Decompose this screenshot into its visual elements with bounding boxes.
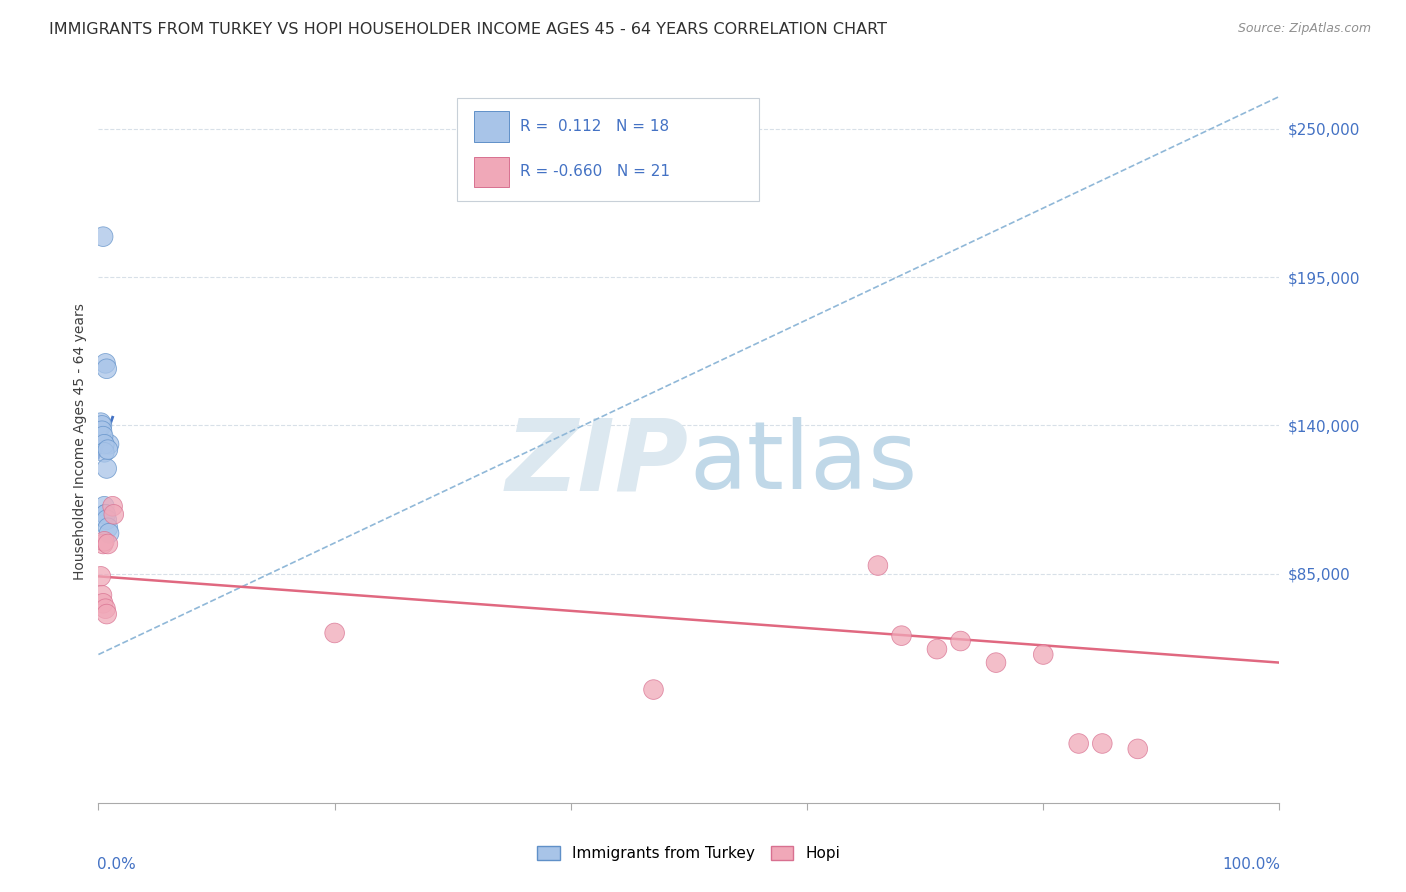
Point bbox=[91, 588, 114, 602]
Point bbox=[890, 629, 912, 643]
Point bbox=[94, 356, 117, 370]
Point bbox=[925, 642, 948, 657]
Point bbox=[1032, 648, 1054, 662]
Point bbox=[866, 558, 889, 573]
Point bbox=[94, 601, 117, 615]
Point bbox=[91, 596, 114, 610]
Point bbox=[93, 534, 115, 549]
Text: Source: ZipAtlas.com: Source: ZipAtlas.com bbox=[1237, 22, 1371, 36]
Text: R =  0.112   N = 18: R = 0.112 N = 18 bbox=[520, 120, 669, 135]
Text: atlas: atlas bbox=[689, 417, 917, 509]
Point bbox=[90, 416, 112, 430]
Point bbox=[643, 682, 665, 697]
Point bbox=[96, 361, 118, 376]
Point bbox=[101, 500, 124, 514]
Point bbox=[1126, 742, 1149, 756]
Point bbox=[949, 634, 972, 648]
Point bbox=[103, 508, 125, 522]
Point bbox=[96, 513, 118, 527]
Point bbox=[91, 429, 114, 443]
Point bbox=[98, 526, 121, 541]
Text: R = -0.660   N = 21: R = -0.660 N = 21 bbox=[520, 164, 671, 179]
Point bbox=[93, 437, 115, 451]
Y-axis label: Householder Income Ages 45 - 64 years: Householder Income Ages 45 - 64 years bbox=[73, 303, 87, 580]
Point bbox=[90, 569, 112, 583]
Point bbox=[984, 656, 1007, 670]
Point bbox=[96, 461, 118, 475]
Point bbox=[323, 626, 346, 640]
Point bbox=[1067, 737, 1090, 751]
Point bbox=[91, 424, 114, 438]
Point bbox=[96, 607, 118, 621]
Point bbox=[97, 537, 120, 551]
Point bbox=[93, 445, 115, 459]
Text: IMMIGRANTS FROM TURKEY VS HOPI HOUSEHOLDER INCOME AGES 45 - 64 YEARS CORRELATION: IMMIGRANTS FROM TURKEY VS HOPI HOUSEHOLD… bbox=[49, 22, 887, 37]
Point bbox=[98, 437, 121, 451]
Text: ZIP: ZIP bbox=[506, 415, 689, 512]
Point bbox=[91, 229, 114, 244]
Legend: Immigrants from Turkey, Hopi: Immigrants from Turkey, Hopi bbox=[531, 840, 846, 867]
Point bbox=[97, 521, 120, 535]
Point bbox=[91, 537, 114, 551]
Point bbox=[1091, 737, 1114, 751]
Text: 0.0%: 0.0% bbox=[97, 857, 136, 872]
Point bbox=[93, 500, 115, 514]
Point bbox=[91, 418, 114, 433]
Point bbox=[97, 442, 120, 457]
Text: 100.0%: 100.0% bbox=[1223, 857, 1281, 872]
Point bbox=[94, 508, 117, 522]
Point bbox=[94, 508, 117, 522]
